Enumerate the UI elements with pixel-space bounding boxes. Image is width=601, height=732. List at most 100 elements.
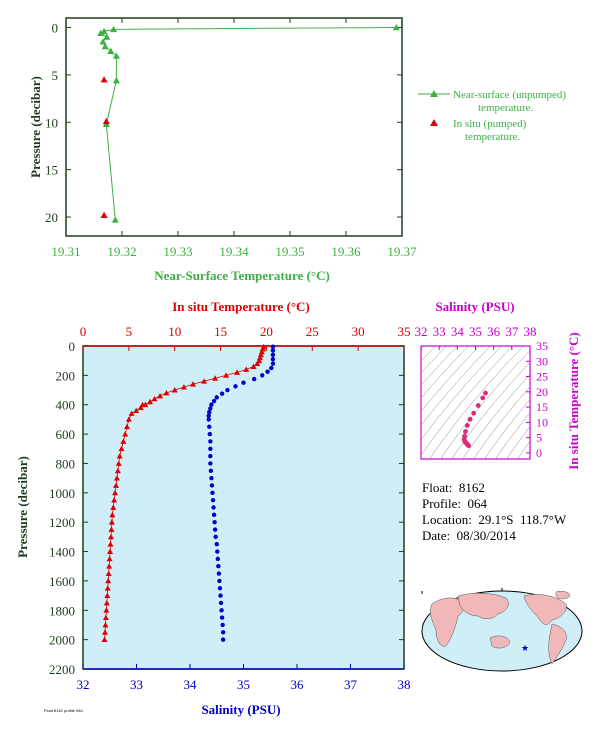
- p2-temp-point: [110, 504, 117, 510]
- p2-temp-point: [113, 482, 120, 488]
- p3-xtick-label: 32: [415, 324, 428, 339]
- p2-ylabel: Pressure (decibar): [15, 456, 30, 558]
- p2-sal-point: [209, 402, 214, 407]
- p2-temp-point: [105, 577, 112, 584]
- p3-ytick-label: 10: [536, 415, 548, 429]
- density-contour-line: [440, 350, 530, 459]
- p2-sal-point: [220, 630, 226, 635]
- map-land-south-america: [548, 623, 567, 665]
- world-map: ★: [421, 588, 583, 672]
- p2-ytick-label: 1800: [49, 603, 75, 618]
- density-contour-line: [528, 456, 530, 459]
- p2-temp-point: [250, 363, 257, 369]
- float-id: Float: 8162: [422, 480, 485, 495]
- legend-label-near-surface: Near-surface (unpumped) temperature.: [453, 89, 566, 114]
- p2-sal-tick-label: 37: [344, 677, 358, 692]
- p2-sal-point: [208, 453, 213, 459]
- density-contour-line: [451, 361, 530, 459]
- p2-ytick-label: 1600: [49, 574, 75, 589]
- p2-temp-tick-label: 0: [80, 324, 87, 339]
- p3-ytick-label: 5: [536, 431, 542, 445]
- p2-sal-point: [270, 361, 276, 366]
- p2-temp-point: [106, 555, 113, 562]
- p2-temp-point: [243, 366, 250, 372]
- p1-xtick-label: 19.37: [387, 244, 417, 259]
- p1-point-near-surface: [112, 77, 120, 84]
- p2-temp-point: [171, 387, 178, 393]
- p2-sal-point: [219, 391, 225, 396]
- p3-ytick-label: 20: [536, 385, 548, 399]
- map-land-africa-europe: [430, 597, 464, 647]
- density-contour-line: [421, 346, 513, 456]
- legend-label-near-surface-line2: temperature.: [478, 102, 534, 114]
- p3-ytick-label: 15: [536, 400, 548, 414]
- map-land-australia: [489, 635, 511, 649]
- p2-temp-tick-label: 30: [352, 324, 365, 339]
- p2-sal-point: [207, 431, 212, 437]
- p2-temp-point: [201, 378, 208, 384]
- p2-temp-point: [128, 410, 135, 416]
- p1-point-near-surface: [101, 42, 109, 50]
- p2-sal-point: [209, 475, 214, 481]
- p1-legend: Near-surface (unpumped) temperature. In s…: [418, 89, 566, 143]
- profile-date: Date: 08/30/2014: [422, 528, 516, 543]
- p3-xtick-label: 35: [469, 324, 482, 339]
- legend-label-in-situ-line1: In situ (pumped): [453, 118, 527, 130]
- p2-temp-point: [151, 395, 158, 402]
- map-land-asia: [457, 593, 509, 619]
- p2-temp-point: [108, 526, 115, 532]
- density-contour-line: [421, 346, 480, 412]
- p2-sal-tick-label: 32: [77, 677, 90, 692]
- p2-temp-tick-label: 20: [260, 324, 273, 339]
- p1-ytick-label: 0: [52, 20, 59, 35]
- p2-sal-point: [213, 534, 218, 540]
- p2-temp-point: [190, 381, 197, 387]
- p1-xtick-label: 19.31: [51, 244, 80, 259]
- p2-top-xlabel: In situ Temperature (°C): [172, 299, 310, 314]
- p1-ylabel: Pressure (decibar): [28, 76, 43, 178]
- legend-label-near-surface-line1: Near-surface (unpumped): [453, 89, 566, 101]
- p2-temp-point: [254, 360, 261, 367]
- p2-sal-point: [218, 593, 223, 598]
- p2-temp-point: [137, 404, 144, 411]
- p2-sal-point: [260, 373, 265, 378]
- p3-right-ylabel: In situ Temperature (°C): [566, 332, 581, 470]
- p3-ts-point: [466, 443, 471, 449]
- p2-temp-point: [102, 629, 109, 635]
- p2-sal-point: [208, 439, 213, 444]
- p2-temp-point: [113, 475, 120, 481]
- p3-ts-point: [471, 410, 477, 416]
- p2-temp-point: [120, 438, 127, 444]
- p2-temp-point: [112, 489, 119, 496]
- density-contour-line: [495, 412, 530, 459]
- p2-ytick-label: 2000: [49, 633, 75, 648]
- p2-temp-point: [133, 407, 140, 413]
- p2-sal-point: [208, 468, 214, 473]
- density-contour-line: [473, 386, 530, 459]
- legend-label-in-situ: In situ (pumped) temperature.: [453, 118, 527, 143]
- p2-sal-point: [211, 512, 217, 518]
- p2-sal-point: [208, 406, 213, 411]
- density-contour-line: [429, 346, 524, 459]
- p2-sal-tick-label: 38: [398, 677, 411, 692]
- p2-sal-point: [210, 490, 215, 496]
- p1-point-near-surface: [112, 52, 120, 59]
- p2-ytick-label: 1000: [49, 486, 75, 501]
- p2-temp-point: [104, 592, 111, 598]
- p2-sal-tick-label: 35: [237, 677, 250, 692]
- p2-sal-point: [207, 409, 212, 415]
- p2-sal-point: [270, 344, 276, 349]
- p2-sal-point: [219, 608, 224, 613]
- map-land-north-america: [523, 594, 567, 625]
- p2-ytick-label: 200: [56, 368, 76, 383]
- p3-top-xlabel: Salinity (PSU): [435, 299, 514, 314]
- p1-xtick-label: 19.35: [275, 244, 304, 259]
- p2-temp-point: [114, 467, 121, 474]
- p1-xtick-label: 19.34: [219, 244, 249, 259]
- p1-point-near-surface: [107, 47, 115, 54]
- p3-ytick-label: 25: [536, 370, 548, 384]
- p2-bottom-xlabel: Salinity (PSU): [201, 702, 280, 717]
- profile-number: Profile: 064: [422, 496, 487, 511]
- p2-temp-point: [102, 614, 109, 621]
